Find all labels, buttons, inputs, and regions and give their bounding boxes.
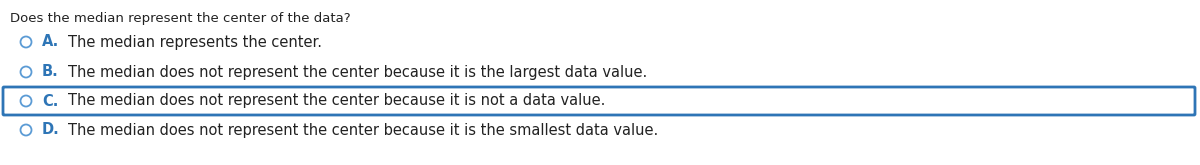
FancyBboxPatch shape	[2, 87, 1195, 115]
Text: The median does not represent the center because it is the largest data value.: The median does not represent the center…	[68, 65, 647, 80]
Text: D.: D.	[42, 122, 60, 137]
Text: A.: A.	[42, 34, 59, 50]
Text: B.: B.	[42, 65, 59, 80]
Text: Does the median represent the center of the data?: Does the median represent the center of …	[10, 12, 350, 25]
Text: The median does not represent the center because it is the smallest data value.: The median does not represent the center…	[68, 122, 659, 137]
Text: The median does not represent the center because it is not a data value.: The median does not represent the center…	[68, 94, 605, 109]
Text: C.: C.	[42, 94, 59, 109]
Text: The median represents the center.: The median represents the center.	[68, 34, 322, 50]
